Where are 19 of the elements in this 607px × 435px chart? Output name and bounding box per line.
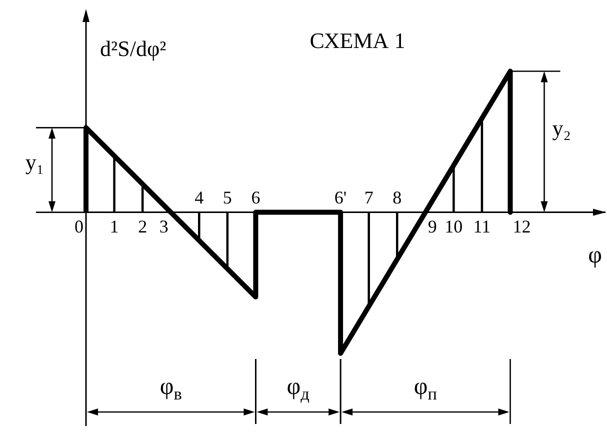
chart-title: СХЕМА 1 — [310, 28, 406, 53]
x-tick-label: 1 — [110, 216, 119, 236]
x-tick-label: 12 — [512, 216, 531, 236]
x-tick-label: 11 — [473, 216, 491, 236]
annotation: y₁ — [25, 150, 44, 175]
x-tick-label: 6 — [251, 187, 260, 208]
x-tick-label: 7 — [364, 187, 374, 208]
x-axis-title: φ — [588, 242, 602, 268]
y-axis-title: d²S/dφ² — [100, 36, 167, 61]
x-tick-label: 9 — [428, 216, 437, 236]
x-tick-label: 2 — [138, 216, 148, 236]
x-tick-label: 5 — [222, 187, 232, 208]
x-tick-label: 6' — [334, 187, 347, 208]
x-tick-label: 8 — [392, 187, 402, 208]
annotation: y₂ — [552, 116, 571, 141]
x-tick-label: 4 — [194, 187, 204, 208]
x-tick-label: 10 — [444, 216, 463, 236]
x-tick-label: 0 — [74, 216, 84, 236]
x-tick-label: 3 — [159, 216, 168, 236]
